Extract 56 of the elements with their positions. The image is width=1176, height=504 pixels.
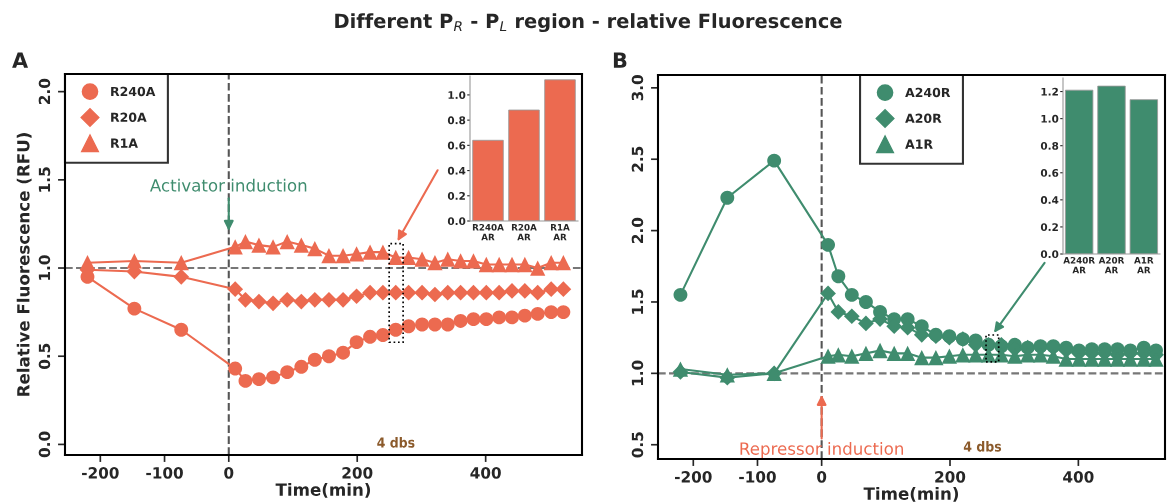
legend-label: A1R	[905, 139, 933, 149]
legend-label: R240A	[111, 86, 156, 97]
y-tick-label: 0.0	[38, 431, 51, 458]
legend-label: A20R	[905, 113, 942, 124]
x-axis-title: Time(min)	[275, 482, 371, 498]
x-tick-label: -100	[739, 471, 776, 483]
y-tick-label: 1.0	[38, 255, 51, 280]
y-tick-label: 0.8	[1040, 141, 1059, 150]
x-tick-label: 400	[1063, 471, 1094, 483]
x-tick-label: -100	[146, 467, 183, 479]
x-tick-label: 400	[470, 467, 501, 479]
x-tick-label: 200	[935, 471, 966, 483]
y-tick-label: 1.0	[1041, 114, 1059, 123]
y-tick-label: 0.5	[631, 432, 644, 458]
y-tick-label: 1.0	[448, 91, 466, 100]
legend-label: A240R	[905, 87, 951, 98]
y-tick-label: 0.5	[38, 343, 51, 370]
x-tick-label: A20R AR	[1098, 256, 1125, 274]
y-tick-label: 1.5	[631, 289, 644, 314]
chart-subtitle: A	[12, 52, 29, 68]
y-tick-label: 2.5	[631, 146, 644, 172]
legend-label: R20A	[111, 112, 147, 123]
annotation: 4 dbs	[963, 440, 1002, 452]
x-tick-label: 200	[342, 467, 373, 479]
y-tick-label: 1.0	[631, 360, 644, 386]
y-tick-label: 0.4	[447, 166, 466, 175]
legend-label: R1A	[111, 138, 138, 148]
y-tick-label: 0.2	[447, 192, 465, 200]
y-axis-title: Relative Fluorescence (RFU)	[16, 133, 32, 396]
annotation: Activator induction	[149, 178, 307, 192]
y-tick-label: 1.5	[38, 167, 51, 192]
x-tick-label: 0	[224, 467, 234, 479]
x-tick-label: -200	[82, 467, 119, 479]
y-tick-label: 0.2	[1040, 223, 1058, 232]
x-tick-label: R20A AR	[511, 223, 537, 241]
y-tick-label: 2.0	[631, 217, 644, 243]
annotation: Repressor induction	[740, 441, 903, 459]
y-tick-label: 0.0	[447, 217, 466, 226]
y-tick-label: 0.8	[447, 116, 466, 125]
x-tick-label: -200	[675, 471, 712, 483]
annotation: 4 dbs	[377, 436, 415, 448]
x-tick-label: A1R AR	[1134, 257, 1154, 274]
y-tick-label: 0.0	[1040, 250, 1059, 259]
y-tick-label: 0.4	[1040, 196, 1059, 204]
y-tick-label: 2.0	[38, 78, 51, 104]
x-tick-label: R240A AR	[472, 223, 504, 241]
chart-subtitle: B	[613, 52, 627, 68]
x-tick-label: A240R AR	[1063, 256, 1095, 274]
x-axis-title: Time(min)	[863, 486, 959, 502]
y-tick-label: 1.2	[1041, 87, 1058, 96]
chart-title: Different P$_{R}$ - P$_{L}$ region - relative Fluorescence	[335, 13, 842, 33]
x-tick-label: 0	[817, 471, 827, 483]
y-tick-label: 0.6	[447, 141, 466, 150]
y-tick-label: 0.6	[1040, 169, 1059, 177]
x-tick-label: R1A AR	[551, 224, 570, 241]
y-tick-label: 3.0	[631, 75, 644, 101]
